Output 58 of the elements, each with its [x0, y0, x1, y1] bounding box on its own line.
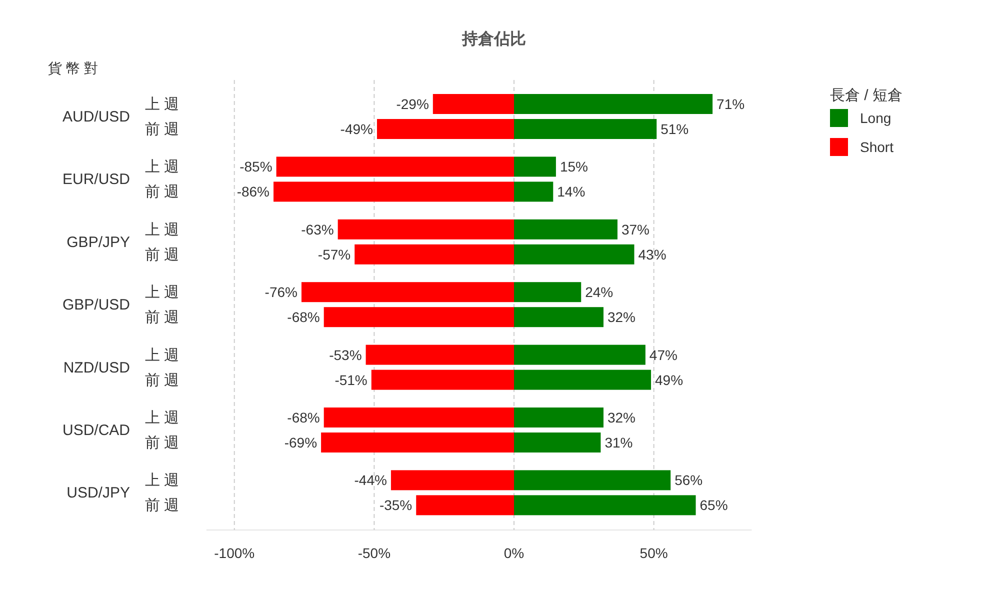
data-label: 43% — [638, 246, 666, 262]
data-label: -35% — [379, 497, 412, 514]
data-label: 49% — [655, 372, 684, 388]
y-tick-label: 前 週 — [145, 246, 180, 264]
y-axis-title: 貨 幣 對 — [48, 60, 98, 76]
x-tick-label: -50% — [358, 545, 391, 561]
data-label: -68% — [287, 410, 320, 426]
y-tick-label: 上 週 — [145, 158, 180, 176]
y-tick-label: 上 週 — [145, 472, 180, 490]
data-label: 71% — [716, 96, 745, 112]
data-label: 15% — [560, 158, 588, 175]
y-tick-label: 上 週 — [145, 346, 180, 364]
data-label: 65% — [700, 497, 728, 514]
chart-title: 持倉佔比 — [461, 30, 526, 48]
data-label: -76% — [264, 284, 298, 300]
data-label: -53% — [329, 346, 362, 363]
x-tick-label: -100% — [214, 545, 255, 561]
x-tick-label: 0% — [504, 545, 524, 561]
y-tick-label: 上 週 — [145, 96, 180, 113]
legend-title: 長倉 / 短倉 — [830, 87, 903, 104]
y-tick-label: 上 週 — [145, 410, 180, 426]
data-label: 32% — [607, 410, 636, 426]
data-label: -49% — [340, 121, 373, 137]
data-label: 31% — [604, 434, 633, 450]
text: EUR/USD — [62, 171, 130, 188]
y-tick-label: 前 週 — [145, 372, 180, 389]
x-tick-label: 50% — [640, 545, 668, 561]
data-label: 47% — [649, 346, 678, 363]
text: NZD/USD — [63, 359, 130, 376]
data-label: 37% — [621, 221, 650, 238]
y-tick-label: 上 週 — [145, 221, 180, 238]
text: USD/CAD — [62, 422, 130, 439]
legend-label: Long — [860, 110, 892, 126]
legend-label: Short — [860, 139, 894, 155]
data-label: -85% — [240, 158, 272, 175]
text: GBP/USD — [62, 296, 130, 314]
y-tick-label: 前 週 — [145, 184, 180, 201]
y-tick-label: 前 週 — [145, 309, 180, 326]
data-label: -44% — [354, 472, 387, 488]
data-label: -29% — [396, 96, 429, 112]
data-label: -51% — [334, 372, 368, 388]
data-label: -63% — [301, 221, 334, 238]
y-tick-label: 上 週 — [145, 284, 180, 302]
text: AUD/USD — [62, 108, 130, 126]
y-tick-label: 前 週 — [145, 434, 180, 452]
y-tick-label: 前 週 — [145, 121, 180, 138]
y-tick-label: 前 週 — [145, 497, 180, 514]
data-label: 14% — [557, 184, 586, 200]
data-label: -68% — [287, 309, 320, 326]
data-label: 32% — [607, 309, 636, 326]
text: GBP/JPY — [66, 234, 130, 251]
data-label: -86% — [236, 184, 270, 200]
data-label: 24% — [585, 284, 614, 300]
data-label: -69% — [284, 434, 318, 450]
text: USD/JPY — [66, 484, 130, 502]
data-label: 51% — [660, 121, 689, 137]
data-label: 56% — [674, 472, 703, 488]
data-label: -57% — [318, 246, 351, 262]
